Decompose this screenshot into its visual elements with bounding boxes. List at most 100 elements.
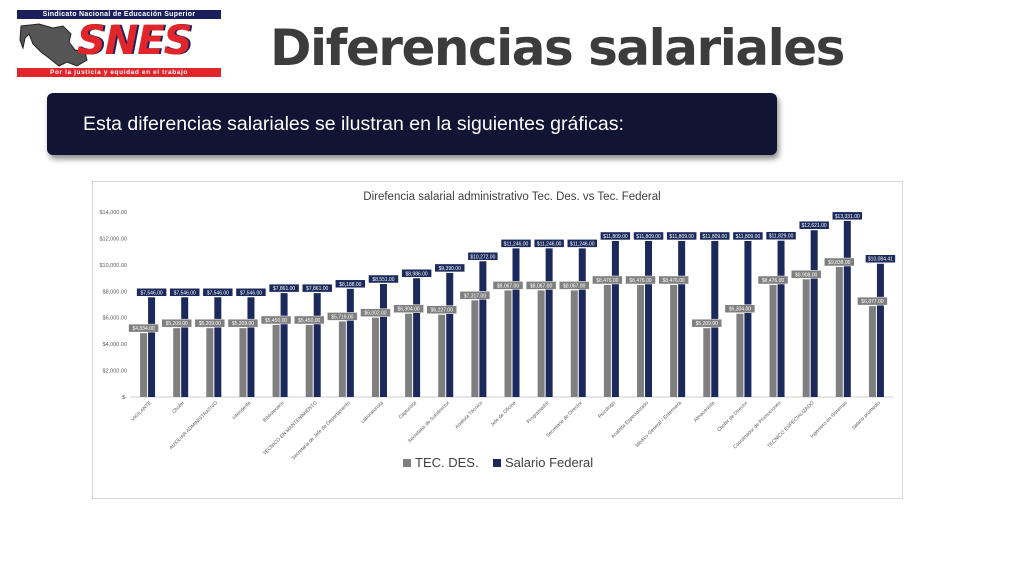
data-label-federal: $7,546.00 [207, 290, 229, 296]
logo-top-text: Sindicato Nacional de Educación Superior [17, 10, 221, 19]
data-label-federal: $11,829.00 [769, 234, 794, 240]
bar-tec-des [471, 300, 479, 397]
data-label-federal: $13,331.00 [835, 214, 860, 220]
data-label-bg-federal [633, 231, 664, 241]
bar-federal [876, 263, 884, 397]
bar-federal [777, 240, 785, 397]
data-label-bg-tec-des [360, 308, 391, 317]
bar-tec-des [405, 313, 413, 397]
data-label-federal: $7,546.00 [240, 290, 262, 296]
bar-federal [678, 240, 686, 397]
data-label-bg-federal [235, 288, 267, 297]
bar-tec-des [173, 328, 181, 397]
bar-federal [645, 240, 653, 397]
data-label-bg-federal [732, 231, 764, 241]
data-label-federal: $11,246.00 [570, 241, 595, 247]
data-label-tec-des: $5,719.00 [331, 314, 353, 320]
banner: Esta diferencias salariales se ilustran … [47, 93, 777, 155]
data-label-bg-federal [368, 274, 399, 284]
y-tick-label: $6,000.00 [103, 316, 127, 322]
y-tick-label: $4,000.00 [103, 342, 127, 348]
data-label-tec-des: $7,317.00 [464, 293, 486, 299]
data-label-tec-des: $5,450.00 [265, 318, 287, 324]
bar-federal [479, 261, 487, 397]
page-title: Diferencias salariales [270, 19, 845, 77]
data-label-federal: $8,188.00 [339, 282, 361, 288]
bar-tec-des [504, 290, 512, 397]
bar-tec-des [637, 284, 645, 397]
data-label-federal: $8,986.00 [405, 271, 427, 277]
data-label-bg-tec-des [658, 275, 689, 285]
bar-tec-des [868, 306, 876, 397]
bar-tec-des [670, 284, 678, 397]
data-label-federal: $8,551.00 [372, 277, 394, 283]
data-label-federal: $10,272.00 [470, 254, 495, 260]
data-label-tec-des: $8,476.00 [663, 278, 685, 284]
bar-tec-des [537, 290, 545, 397]
x-tick-label: Laboratorista [360, 400, 385, 425]
legend-label-tec-des: TEC. DES. [415, 455, 479, 470]
bar-tec-des [272, 324, 280, 397]
bar-federal [810, 230, 818, 397]
bar-tec-des [802, 279, 810, 397]
chart-container: Direfencia salarial administrativo Tec. … [92, 181, 903, 499]
data-label-bg-federal [434, 263, 465, 273]
x-tick-label: Chofer [171, 400, 186, 415]
data-label-federal: $11,809.00 [669, 234, 694, 240]
data-label-bg-tec-des [691, 318, 723, 328]
mexico-map-icon [19, 23, 88, 67]
x-tick-label: Secretaria de Director [545, 400, 584, 439]
snes-logo: Sindicato Nacional de Educación Superior… [17, 10, 221, 78]
data-label-federal: $9,390.00 [439, 266, 461, 272]
bar-federal [346, 288, 354, 397]
data-label-federal: $7,861.00 [306, 286, 328, 292]
data-label-bg-tec-des [592, 275, 623, 285]
bar-federal [578, 248, 586, 397]
data-label-bg-federal [699, 231, 731, 241]
data-label-tec-des: $6,227.00 [431, 308, 453, 314]
data-label-bg-federal [301, 283, 333, 293]
bar-tec-des [769, 284, 777, 397]
data-label-bg-tec-des [525, 281, 557, 290]
data-label-bg-federal [401, 269, 432, 278]
y-tick-label: $12,000.00 [99, 236, 127, 242]
data-label-tec-des: $5,209.00 [166, 321, 188, 327]
data-label-bg-tec-des [790, 270, 822, 279]
data-label-bg-federal [268, 283, 300, 293]
bar-tec-des [736, 313, 744, 397]
x-tick-label: Chofer de Director [716, 400, 749, 433]
data-label-federal: $11,809.00 [603, 234, 628, 240]
y-tick-label: $2,000.00 [103, 369, 127, 375]
data-label-bg-federal [765, 231, 797, 240]
logo-name: SNES [77, 18, 192, 64]
bar-federal [446, 272, 454, 397]
bar-federal [611, 240, 619, 397]
data-label-federal: $11,809.00 [636, 234, 661, 240]
data-label-tec-des: $8,476.00 [629, 278, 651, 284]
legend-label-federal: Salario Federal [505, 455, 593, 470]
chart-title: Direfencia salarial administrativo Tec. … [363, 191, 660, 203]
data-label-tec-des: $5,209.00 [696, 321, 718, 327]
data-label-bg-federal [832, 211, 863, 221]
data-label-bg-federal [567, 239, 598, 248]
bar-tec-des [140, 333, 148, 397]
bar-federal [545, 248, 553, 397]
bar-federal [313, 293, 321, 397]
x-tick-label: Ingeniero en Sistemas [809, 400, 849, 440]
data-label-bg-tec-des [459, 291, 491, 300]
data-label-federal: $12,621.00 [802, 223, 827, 229]
x-tick-label: Programador [526, 400, 551, 425]
bar-tec-des [338, 321, 346, 397]
bar-tec-des [305, 324, 313, 397]
data-label-bg-federal [136, 288, 167, 297]
x-tick-label: Salario promedio [851, 400, 882, 431]
legend-swatch-federal [493, 459, 501, 467]
bar-federal [744, 240, 752, 397]
data-label-bg-tec-des [757, 275, 789, 285]
data-label-bg-tec-des [194, 318, 226, 328]
data-label-federal: $10,084.41 [868, 257, 893, 263]
data-label-bg-federal [169, 288, 200, 297]
bar-federal [280, 293, 288, 397]
logo-bottom-text: Por la justicia y equidad en el trabajo [17, 68, 221, 77]
y-tick-label: $10,000.00 [99, 263, 127, 269]
